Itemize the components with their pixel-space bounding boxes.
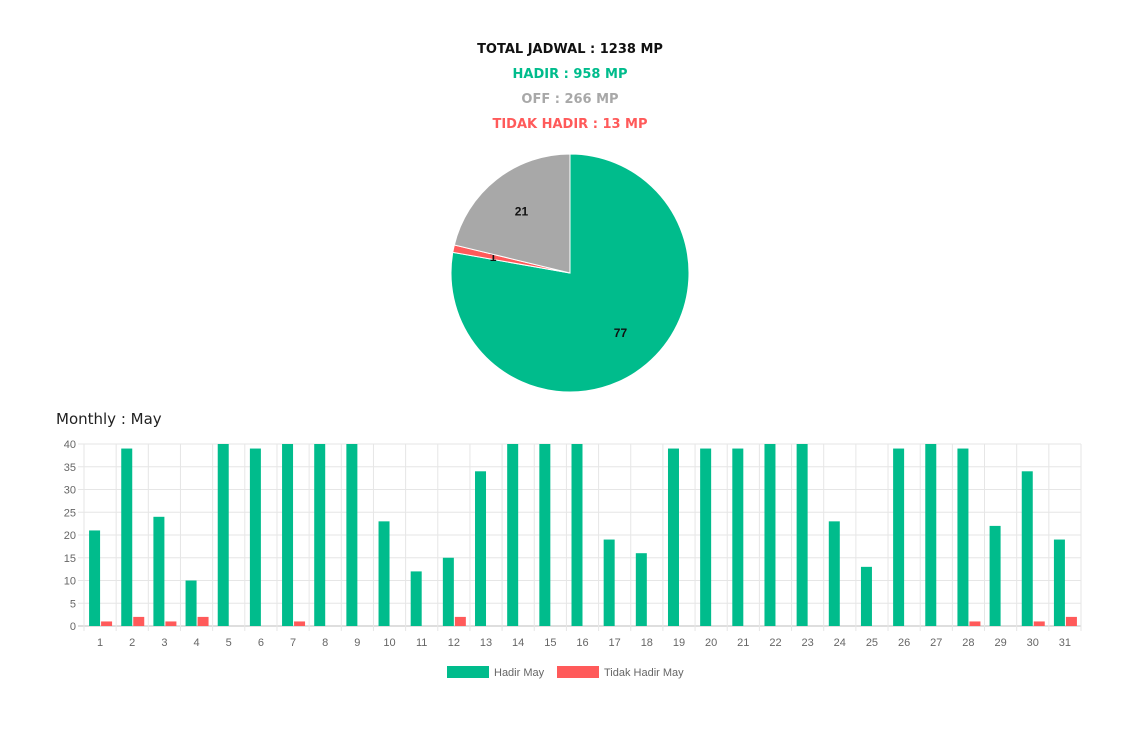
y-tick-label: 25: [64, 507, 76, 519]
x-tick-label: 29: [994, 637, 1006, 649]
x-tick-label: 8: [322, 637, 328, 649]
legend-swatch-hadir: [447, 666, 489, 678]
bar-hadir-18: [635, 553, 647, 626]
x-tick-label: 13: [480, 637, 492, 649]
x-tick-label: 16: [576, 637, 588, 649]
y-tick-label: 40: [64, 439, 76, 451]
x-tick-label: 25: [866, 637, 878, 649]
bar-hadir-20: [700, 448, 712, 626]
bar-tidak-hadir-12: [454, 616, 466, 626]
bar-hadir-4: [185, 580, 197, 626]
pie-slice-hadir: [450, 153, 690, 393]
bar-tidak-hadir-4: [197, 616, 209, 626]
bar-tidak-hadir-2: [133, 616, 145, 626]
off-summary-label: OFF : 266 MP: [521, 92, 619, 107]
x-tick-label: 21: [737, 637, 749, 649]
y-tick-label: 35: [64, 462, 76, 474]
bar-hadir-17: [603, 539, 615, 626]
x-tick-label: 5: [226, 637, 232, 649]
bar-hadir-28: [957, 448, 969, 626]
bar-hadir-5: [217, 444, 229, 626]
x-tick-label: 2: [129, 637, 135, 649]
bar-hadir-12: [442, 557, 454, 626]
x-tick-label: 1: [97, 637, 103, 649]
bar-hadir-10: [378, 521, 390, 626]
y-tick-label: 5: [70, 598, 76, 610]
bar-hadir-7: [282, 444, 294, 626]
monthly-chart-title: Monthly : May: [56, 410, 162, 428]
bar-tidak-hadir-31: [1065, 616, 1077, 626]
pie-slice-off: [453, 153, 571, 274]
x-tick-label: 22: [769, 637, 781, 649]
bar-hadir-21: [732, 448, 744, 626]
y-tick-label: 20: [64, 530, 76, 542]
bar-hadir-11: [410, 571, 422, 626]
pie-value-label-tidak-hadir: 1: [490, 250, 497, 264]
y-tick-label: 15: [64, 553, 76, 565]
bar-hadir-26: [893, 448, 905, 626]
x-tick-label: 28: [962, 637, 974, 649]
bar-hadir-9: [346, 444, 358, 626]
x-tick-label: 3: [161, 637, 167, 649]
bar-hadir-27: [925, 444, 937, 626]
x-tick-label: 24: [834, 637, 846, 649]
bar-tidak-hadir-3: [165, 621, 177, 626]
x-tick-label: 19: [673, 637, 685, 649]
x-tick-label: 27: [930, 637, 942, 649]
x-tick-label: 31: [1059, 637, 1071, 649]
x-tick-label: 14: [512, 637, 524, 649]
x-tick-label: 23: [802, 637, 814, 649]
bar-hadir-25: [860, 566, 872, 626]
bar-tidak-hadir-1: [101, 621, 113, 626]
bar-hadir-14: [507, 444, 519, 626]
x-tick-label: 9: [354, 637, 360, 649]
x-tick-label: 7: [290, 637, 296, 649]
y-tick-label: 10: [64, 576, 76, 588]
bar-hadir-6: [249, 448, 261, 626]
bar-hadir-24: [828, 521, 840, 626]
hadir-summary-label: HADIR : 958 MP: [512, 67, 628, 82]
bar-hadir-2: [121, 448, 133, 626]
x-tick-label: 4: [194, 637, 200, 649]
legend-swatch-tidak-hadir: [557, 666, 599, 678]
bar-hadir-23: [796, 444, 808, 626]
total-jadwal-label: TOTAL JADWAL : 1238 MP: [477, 42, 663, 57]
bar-hadir-19: [667, 448, 679, 626]
bar-tidak-hadir-28: [969, 621, 981, 626]
x-tick-label: 11: [416, 637, 427, 649]
y-tick-label: 0: [70, 621, 76, 633]
bar-hadir-22: [764, 444, 776, 626]
tidak-hadir-summary-label: TIDAK HADIR : 13 MP: [492, 117, 648, 132]
legend-label-hadir: Hadir May: [494, 667, 545, 679]
x-tick-label: 18: [641, 637, 653, 649]
x-tick-label: 15: [544, 637, 556, 649]
bar-hadir-15: [539, 444, 551, 626]
y-tick-label: 30: [64, 485, 76, 497]
bar-hadir-3: [153, 516, 165, 626]
bar-hadir-1: [89, 530, 101, 626]
bar-tidak-hadir-7: [294, 621, 306, 626]
x-tick-label: 26: [898, 637, 910, 649]
bar-hadir-13: [475, 471, 487, 626]
attendance-pie-chart: 77 1 21: [450, 153, 690, 393]
x-tick-label: 20: [705, 637, 717, 649]
bar-hadir-31: [1053, 539, 1065, 626]
bar-tidak-hadir-30: [1033, 621, 1045, 626]
bar-hadir-16: [571, 444, 583, 626]
x-tick-label: 6: [258, 637, 264, 649]
legend-label-tidak-hadir: Tidak Hadir May: [604, 667, 684, 679]
x-tick-label: 10: [383, 637, 395, 649]
pie-value-label-hadir: 77: [614, 326, 628, 340]
pie-value-label-off: 21: [515, 204, 529, 218]
bar-hadir-29: [989, 525, 1001, 626]
bar-hadir-30: [1021, 471, 1033, 626]
x-tick-label: 12: [448, 637, 460, 649]
x-tick-label: 17: [609, 637, 621, 649]
x-tick-label: 30: [1027, 637, 1039, 649]
bar-hadir-8: [314, 444, 326, 626]
